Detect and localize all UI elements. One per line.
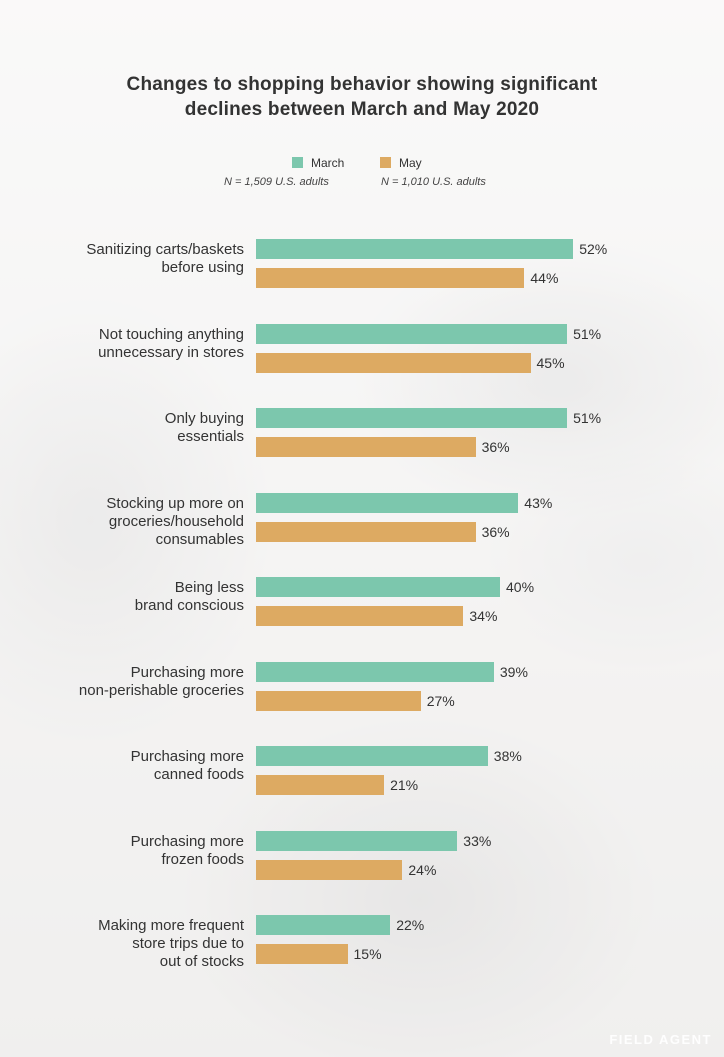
category-label-line: Being less [174, 579, 244, 596]
value-label-may: 24% [408, 861, 437, 878]
value-label-march: 33% [463, 832, 492, 849]
value-label-may: 36% [481, 523, 510, 540]
value-label-march: 52% [579, 241, 608, 257]
value-label-march: 38% [493, 748, 522, 764]
legend-may-label: May [399, 156, 422, 170]
value-label-may: 34% [469, 608, 498, 624]
legend-may-swatch [380, 157, 391, 168]
category-label-line: brand conscious [134, 597, 244, 614]
value-label-march: 39% [499, 663, 528, 680]
category-label-line: Purchasing more [130, 832, 244, 850]
legend-march-label: March [311, 156, 345, 170]
bar-may [256, 352, 531, 373]
bar-may [256, 606, 464, 626]
category-label: Stocking up more on groceries/household co… [4, 495, 244, 549]
category-label-line: Sanitizing carts/baskets [86, 241, 244, 258]
field-agent-logo: FIELD AGENT [609, 1032, 712, 1047]
bar-march [256, 323, 568, 344]
category-label-line: canned foods [153, 766, 244, 783]
category-label: Purchasing more non-perishable groceries [4, 664, 244, 700]
bar-march [256, 830, 458, 851]
value-label-march: 51% [573, 325, 602, 342]
category-label-line: Not touching anything [98, 325, 244, 343]
category-label-line: consumables [155, 530, 244, 548]
legend-may: May [380, 156, 422, 170]
value-label-may: 15% [353, 946, 382, 962]
bar-march [256, 661, 494, 682]
value-label-may: 45% [536, 354, 565, 371]
bar-march [256, 408, 568, 428]
category-label-line: groceries/household [108, 512, 244, 530]
category-label-line: non-perishable groceries [78, 681, 244, 699]
value-label-may: 21% [390, 777, 419, 793]
bar-march [256, 746, 488, 766]
value-label-may: 44% [530, 270, 559, 286]
category-label-line: essentials [177, 428, 244, 445]
category-label: Sanitizing carts/baskets before using [4, 241, 244, 277]
value-label-march: 51% [573, 410, 602, 426]
category-label-line: out of stocks [159, 953, 244, 970]
value-label-march: 22% [396, 917, 425, 933]
bar-may [256, 268, 525, 288]
category-label-line: Stocking up more on [106, 494, 244, 512]
chart-title: Changes to shopping behavior showing sig… [0, 72, 724, 122]
category-label: Making more frequent store trips due to ou… [4, 917, 244, 971]
category-label: Only buying essentials [4, 410, 244, 446]
bar-may [256, 521, 476, 542]
bar-march [256, 492, 519, 513]
bar-march [256, 915, 391, 935]
value-label-march: 40% [506, 579, 535, 595]
category-label-line: store trips due to [132, 935, 244, 952]
legend-march: March [292, 156, 344, 170]
bar-may [256, 775, 385, 795]
legend-march-swatch [292, 157, 303, 168]
bar-march [256, 239, 574, 259]
legend-march-note: N = 1,509 U.S. adults [224, 176, 329, 188]
bar-may [256, 437, 476, 457]
category-label: Purchasing more frozen foods [4, 833, 244, 869]
chart-title-line-1: Changes to shopping behavior showing sig… [126, 74, 598, 95]
value-label-may: 27% [426, 692, 455, 709]
value-label-may: 36% [481, 439, 510, 455]
category-label-line: frozen foods [161, 850, 244, 868]
bar-may [256, 944, 348, 964]
bar-may [256, 690, 421, 711]
legend-may-note: N = 1,010 U.S. adults [381, 176, 486, 188]
category-label-line: Making more frequent [98, 917, 244, 934]
bar-may [256, 859, 403, 880]
value-label-march: 43% [524, 494, 553, 511]
category-label-line: Purchasing more [130, 663, 244, 681]
category-label: Not touching anything unnecessary in stor… [4, 326, 244, 362]
category-label-line: Purchasing more [130, 748, 244, 765]
category-label: Being less brand conscious [4, 579, 244, 615]
category-label-line: before using [161, 259, 244, 276]
category-label-line: unnecessary in stores [98, 343, 244, 361]
bar-march [256, 577, 500, 597]
chart-title-line-2: declines between March and May 2020 [184, 99, 540, 120]
category-label: Purchasing more canned foods [4, 748, 244, 784]
category-label-line: Only buying [164, 410, 244, 427]
